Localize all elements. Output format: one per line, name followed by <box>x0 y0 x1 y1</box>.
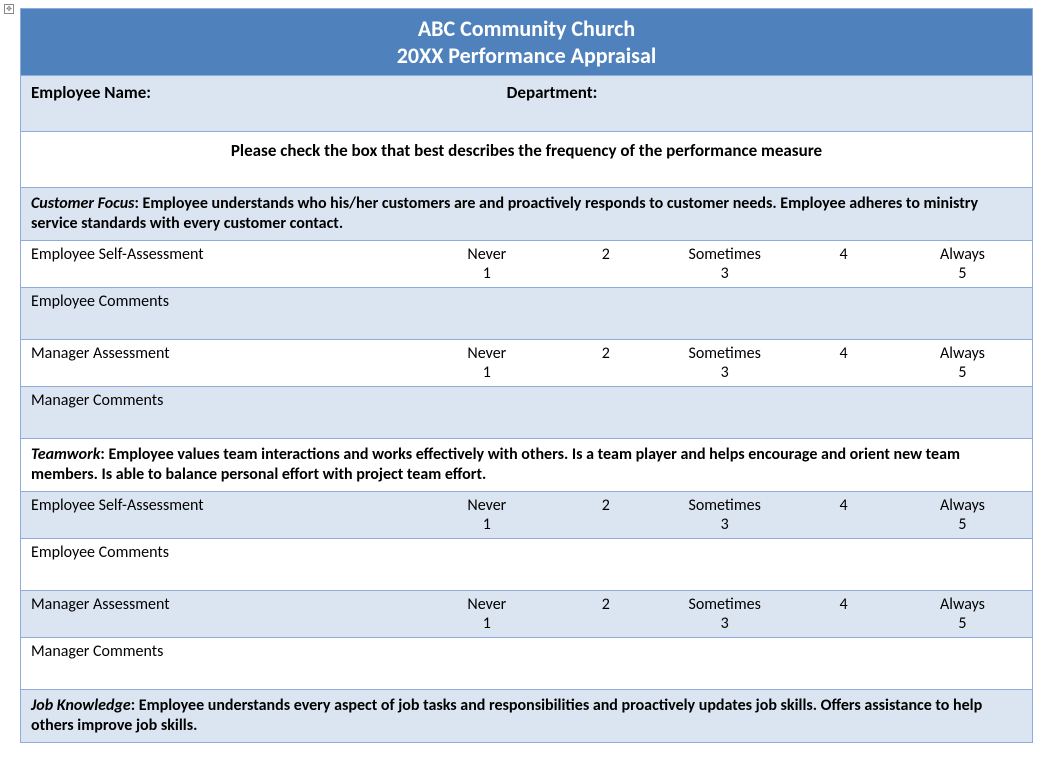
section-desc: : Employee understands every aspect of j… <box>31 696 982 735</box>
scale-col-1[interactable]: Never1 <box>427 496 546 534</box>
scale-col-5[interactable]: Always5 <box>903 245 1022 283</box>
appraisal-table: ABC Community Church 20XX Performance Ap… <box>20 8 1033 743</box>
scale-col-4[interactable]: 4 <box>784 344 903 363</box>
header-title-1: ABC Community Church <box>29 15 1024 42</box>
scale-col-1[interactable]: Never1 <box>427 344 546 382</box>
department-label: Department: <box>507 82 598 103</box>
section-title: Job Knowledge <box>31 696 131 715</box>
header-row: ABC Community Church 20XX Performance Ap… <box>21 9 1033 76</box>
section-title: Customer Focus <box>31 194 134 213</box>
scale-col-1[interactable]: Never1 <box>427 245 546 283</box>
section-desc: : Employee values team interactions and … <box>31 445 960 484</box>
header-title-2: 20XX Performance Appraisal <box>29 42 1024 69</box>
section-title: Teamwork <box>31 445 100 464</box>
employee-comments-row[interactable]: Employee Comments <box>21 539 1033 591</box>
manager-assessment-row: Manager Assessment Never1 2 Sometimes3 4… <box>21 340 1033 387</box>
manager-assess-label: Manager Assessment <box>31 344 427 363</box>
scale-col-5[interactable]: Always5 <box>903 496 1022 534</box>
scale-col-3[interactable]: Sometimes3 <box>665 595 784 633</box>
table-anchor-icon: ✥ <box>4 4 14 14</box>
section-customer-focus: Customer Focus: Employee understands who… <box>21 188 1033 241</box>
scale-col-1[interactable]: Never1 <box>427 595 546 633</box>
scale-col-3[interactable]: Sometimes3 <box>665 344 784 382</box>
section-job-knowledge: Job Knowledge: Employee understands ever… <box>21 690 1033 743</box>
employee-self-assessment-row: Employee Self-Assessment Never1 2 Someti… <box>21 492 1033 539</box>
manager-comments-row[interactable]: Manager Comments <box>21 638 1033 690</box>
scale-col-4[interactable]: 4 <box>784 595 903 614</box>
scale-col-5[interactable]: Always5 <box>903 595 1022 633</box>
employee-comments-row[interactable]: Employee Comments <box>21 288 1033 340</box>
scale-col-2[interactable]: 2 <box>546 496 665 515</box>
employee-self-label: Employee Self-Assessment <box>31 245 427 264</box>
scale-col-4[interactable]: 4 <box>784 245 903 264</box>
manager-assess-label: Manager Assessment <box>31 595 427 614</box>
scale-col-3[interactable]: Sometimes3 <box>665 496 784 534</box>
section-teamwork: Teamwork: Employee values team interacti… <box>21 439 1033 492</box>
employee-name-label: Employee Name: <box>31 82 507 103</box>
employee-info-row: Employee Name: Department: <box>21 76 1033 132</box>
section-desc: : Employee understands who his/her custo… <box>31 194 978 233</box>
scale-col-3[interactable]: Sometimes3 <box>665 245 784 283</box>
instruction-row: Please check the box that best describes… <box>21 132 1033 188</box>
employee-self-assessment-row: Employee Self-Assessment Never1 2 Someti… <box>21 241 1033 288</box>
scale-col-5[interactable]: Always5 <box>903 344 1022 382</box>
manager-assessment-row: Manager Assessment Never1 2 Sometimes3 4… <box>21 591 1033 638</box>
manager-comments-row[interactable]: Manager Comments <box>21 387 1033 439</box>
scale-col-4[interactable]: 4 <box>784 496 903 515</box>
scale-col-2[interactable]: 2 <box>546 245 665 264</box>
scale-col-2[interactable]: 2 <box>546 344 665 363</box>
scale-col-2[interactable]: 2 <box>546 595 665 614</box>
employee-self-label: Employee Self-Assessment <box>31 496 427 515</box>
